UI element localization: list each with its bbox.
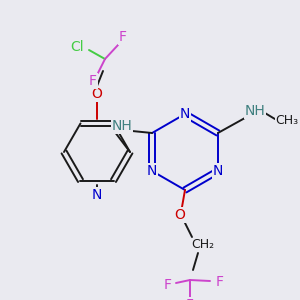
Text: CH₃: CH₃ [275,115,298,128]
Text: O: O [92,87,102,101]
Text: F: F [119,30,127,44]
Text: CH₂: CH₂ [191,238,214,251]
Text: N: N [180,107,190,121]
Text: F: F [89,74,97,88]
Text: F: F [216,275,224,289]
Text: NH: NH [244,104,265,118]
Text: N: N [147,164,157,178]
Text: N: N [92,188,102,202]
Text: F: F [186,298,194,300]
Text: N: N [213,164,223,178]
Text: O: O [175,208,185,222]
Text: F: F [164,278,172,292]
Text: NH: NH [112,119,133,133]
Text: Cl: Cl [70,40,84,54]
